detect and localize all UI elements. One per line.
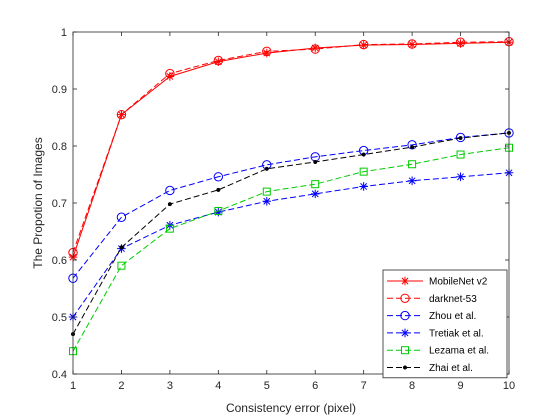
legend-box: [382, 269, 508, 379]
legend-entry-4: Lezama et al.: [387, 346, 489, 357]
data-point: [408, 160, 417, 169]
legend-label: Zhai et al.: [429, 363, 473, 374]
data-point: [310, 43, 320, 53]
data-point: [313, 159, 318, 165]
data-point: [262, 187, 271, 196]
legend-marker: [400, 310, 410, 321]
data-point: [116, 109, 127, 120]
series-line: [72, 147, 510, 352]
legend-marker: [402, 365, 408, 370]
data-point: [262, 196, 272, 206]
data-point: [361, 152, 366, 157]
series-line: [72, 172, 510, 318]
data-point: [165, 185, 175, 196]
x-tick-label: 8: [409, 380, 415, 392]
x-tick-label: 10: [503, 380, 515, 392]
x-tick-label: 3: [167, 380, 173, 392]
data-point: [407, 39, 417, 49]
x-tick-label: 5: [264, 380, 270, 392]
y-tick-label: 0.5: [52, 312, 67, 324]
data-point: [311, 180, 320, 189]
data-point: [165, 72, 175, 81]
data-point: [213, 55, 224, 66]
legend-entry-0: MobileNet v2: [387, 277, 488, 288]
y-tick-label: 0.4: [52, 369, 67, 381]
x-tick-label: 7: [361, 380, 367, 392]
legend-entry-5: Zhai et al.: [387, 363, 473, 374]
data-point: [117, 261, 126, 270]
data-point: [407, 176, 417, 186]
legend-label: MobileNet v2: [429, 277, 488, 288]
legend-label: Zhou et al.: [429, 311, 476, 322]
data-point: [214, 57, 223, 66]
legend-marker: [400, 276, 410, 286]
data-point: [264, 166, 269, 171]
data-point: [262, 46, 272, 57]
legend-label: Tretiak et al.: [429, 328, 484, 339]
data-point: [458, 135, 463, 141]
x-tick-label: 2: [118, 380, 124, 392]
legend-marker: [401, 346, 409, 355]
legend-marker: [400, 328, 410, 338]
legend: MobileNet v2 darknet-53 Zhou et al. Tretiak…: [382, 269, 508, 379]
data-point: [410, 145, 415, 150]
x-tick-label: 9: [457, 380, 463, 392]
series-line: [72, 132, 510, 335]
legend-marker: [400, 293, 410, 303]
x-axis-title: Consistency error (pixel): [226, 401, 356, 415]
y-tick-label: 0.9: [52, 84, 67, 96]
legend-entry-3: Tretiak et al.: [387, 328, 484, 339]
legend-entry-2: Zhou et al.: [387, 310, 476, 322]
y-tick-label: 0.7: [52, 198, 67, 210]
x-tick-label: 1: [70, 380, 76, 392]
y-tick-label: 0.8: [52, 141, 67, 153]
data-point: [456, 172, 465, 182]
data-point: [456, 150, 465, 159]
data-point: [165, 224, 174, 233]
data-point: [214, 207, 223, 217]
data-point: [407, 40, 417, 49]
data-point: [262, 48, 272, 58]
ticks-layer: 1 2 3 4 5 6 7 8 9 10 0.4 0.5 0.6 0.7 0.8 0.9 1: [52, 27, 515, 392]
series-line: [72, 41, 510, 253]
data-point: [456, 39, 465, 48]
data-point: [310, 44, 320, 54]
data-point: [216, 187, 221, 192]
data-point: [359, 167, 368, 176]
data-point: [165, 68, 175, 79]
data-point: [358, 39, 369, 50]
legend-label: darknet-53: [429, 294, 477, 305]
data-point: [167, 202, 172, 207]
x-tick-label: 6: [312, 380, 318, 392]
series-1: [68, 36, 514, 258]
data-point: [359, 40, 368, 50]
data-point: [214, 206, 223, 215]
data-point: [455, 37, 466, 47]
data-point: [310, 189, 320, 199]
y-axis-title: The Propotion of Images: [31, 137, 45, 268]
legend-entry-1: darknet-53: [387, 293, 477, 305]
y-tick-label: 1: [61, 27, 67, 39]
y-tick-label: 0.6: [52, 255, 67, 267]
x-tick-label: 4: [215, 380, 221, 392]
legend-label: Lezama et al.: [429, 346, 489, 357]
data-point: [119, 245, 124, 250]
series-layer: [68, 36, 514, 356]
data-point: [359, 182, 368, 191]
data-point: [213, 172, 224, 182]
data-point: [116, 212, 127, 222]
